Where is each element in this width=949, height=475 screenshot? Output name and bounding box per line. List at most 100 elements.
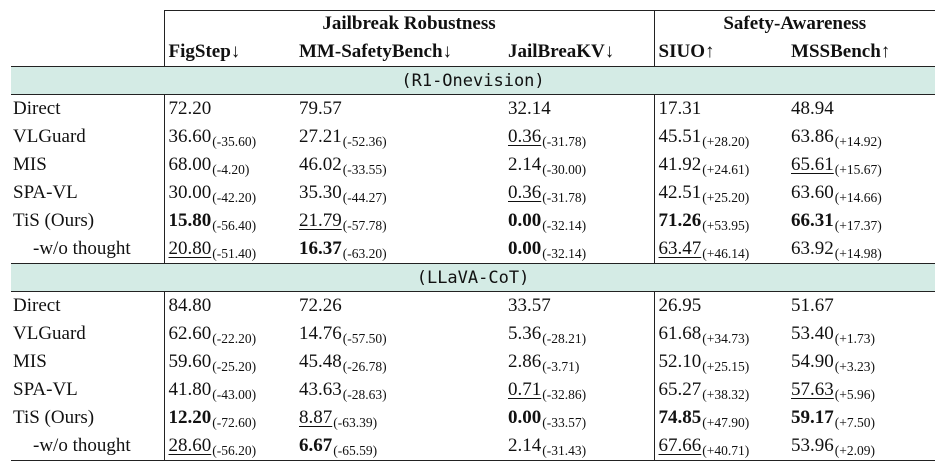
- score-cell: 0.36(-31.78): [504, 123, 655, 151]
- score-delta: (-28.63): [342, 387, 387, 402]
- score-cell: 63.86(+14.92): [787, 123, 935, 151]
- score-value: 63.47: [658, 238, 702, 259]
- score-delta: (-57.50): [342, 331, 387, 346]
- score-cell: 41.80(-43.00): [164, 376, 295, 404]
- score-cell: 45.48(-26.78): [295, 348, 504, 376]
- score-value: 2.86: [508, 351, 542, 372]
- score-cell: 42.51(+25.20): [654, 179, 787, 207]
- score-value: 32.14: [508, 98, 551, 119]
- score-delta: (+15.67): [834, 162, 882, 177]
- score-value: 63.60: [791, 182, 834, 203]
- score-value: 41.80: [168, 379, 212, 400]
- score-value: 45.51: [658, 126, 702, 147]
- score-cell: 41.92(+24.61): [654, 151, 787, 179]
- score-delta: (-30.00): [542, 162, 587, 177]
- score-cell: 71.26(+53.95): [654, 207, 787, 235]
- method-name: -w/o thought: [11, 235, 165, 264]
- group-safety-awareness: Safety-Awareness: [654, 10, 936, 37]
- score-value: 28.60: [168, 435, 212, 456]
- table-row: -w/o thought 20.80(-51.40) 16.37(-63.20) 0.…: [11, 235, 935, 264]
- score-value: 36.60: [168, 126, 212, 147]
- score-delta: (+5.96): [834, 387, 875, 402]
- method-name: TiS (Ours): [11, 207, 165, 235]
- results-table: Jailbreak Robustness Safety-Awareness Fi…: [11, 10, 936, 461]
- score-value: 65.27: [658, 379, 702, 400]
- score-value: 15.80: [168, 210, 212, 231]
- score-delta: (+28.20): [702, 134, 750, 149]
- score-delta: (-43.00): [212, 387, 257, 402]
- score-value: 71.26: [658, 210, 702, 231]
- score-cell: 6.67(-65.59): [295, 432, 504, 461]
- score-value: 54.90: [791, 351, 834, 372]
- score-cell: 84.80: [164, 292, 295, 321]
- score-cell: 0.00(-33.57): [504, 404, 655, 432]
- score-cell: 35.30(-44.27): [295, 179, 504, 207]
- score-value: 33.57: [508, 295, 551, 316]
- method-name: SPA-VL: [11, 179, 165, 207]
- method-name: TiS (Ours): [11, 404, 165, 432]
- method-name: Direct: [11, 291, 165, 320]
- score-value: 35.30: [299, 182, 342, 203]
- score-delta: (+46.14): [702, 246, 750, 261]
- score-value: 59.60: [168, 351, 212, 372]
- score-value: 53.40: [791, 323, 834, 344]
- score-cell: 74.85(+47.90): [654, 404, 787, 432]
- score-value: 59.17: [791, 407, 834, 428]
- score-cell: 36.60(-35.60): [164, 123, 295, 151]
- score-delta: (+40.71): [702, 443, 750, 458]
- score-cell: 51.67: [787, 292, 935, 321]
- score-delta: (+14.98): [834, 246, 882, 261]
- score-value: 61.68: [658, 323, 702, 344]
- score-value: 2.14: [508, 154, 542, 175]
- score-cell: 61.68(+34.73): [654, 320, 787, 348]
- score-value: 26.95: [658, 295, 702, 316]
- score-value: 21.79: [299, 210, 342, 231]
- score-cell: 43.63(-28.63): [295, 376, 504, 404]
- score-delta: (+53.95): [702, 218, 750, 233]
- score-value: 0.00: [508, 238, 542, 259]
- score-value: 42.51: [658, 182, 702, 203]
- table-row: SPA-VL 30.00(-42.20) 35.30(-44.27) 0.36(-31…: [11, 179, 935, 207]
- score-delta: (-35.60): [212, 134, 257, 149]
- score-delta: (+14.66): [834, 190, 882, 205]
- method-name: SPA-VL: [11, 376, 165, 404]
- score-cell: 59.17(+7.50): [787, 404, 935, 432]
- score-delta: (+25.20): [702, 190, 750, 205]
- score-cell: 0.71(-32.86): [504, 376, 655, 404]
- score-delta: (-51.40): [212, 246, 257, 261]
- score-value: 12.20: [168, 407, 212, 428]
- score-cell: 63.92(+14.98): [787, 235, 935, 264]
- score-delta: (+34.73): [702, 331, 750, 346]
- table-row: SPA-VL 41.80(-43.00) 43.63(-28.63) 0.71(-32…: [11, 376, 935, 404]
- score-delta: (+7.50): [834, 415, 875, 430]
- score-cell: 15.80(-56.40): [164, 207, 295, 235]
- score-delta: (-25.20): [212, 359, 257, 374]
- score-delta: (+47.90): [702, 415, 750, 430]
- metric-jailbreakv: JailBreaKV↓: [504, 37, 655, 67]
- score-cell: 65.27(+38.32): [654, 376, 787, 404]
- score-delta: (-32.14): [542, 218, 587, 233]
- score-cell: 0.36(-31.78): [504, 179, 655, 207]
- score-cell: 65.61(+15.67): [787, 151, 935, 179]
- score-cell: 66.31(+17.37): [787, 207, 935, 235]
- score-cell: 12.20(-72.60): [164, 404, 295, 432]
- table-row: TiS (Ours) 12.20(-72.60) 8.87(-63.39) 0.00(…: [11, 404, 935, 432]
- score-delta: (-65.59): [333, 443, 378, 458]
- metric-figstep: FigStep↓: [164, 37, 295, 67]
- score-delta: (-32.86): [542, 387, 587, 402]
- method-name: MIS: [11, 348, 165, 376]
- score-cell: 2.14(-30.00): [504, 151, 655, 179]
- table-row: Direct 84.80 72.26 33.57 26.95 51.67: [11, 291, 935, 321]
- table-body: (R1-Onevision) Direct 72.20 79.57 32.14 17.31…: [11, 66, 936, 461]
- score-delta: (-33.57): [542, 415, 587, 430]
- score-delta: (-26.78): [342, 359, 387, 374]
- score-value: 65.61: [791, 154, 834, 175]
- score-value: 79.57: [299, 98, 342, 119]
- score-cell: 52.10(+25.15): [654, 348, 787, 376]
- section-header-row: (R1-Onevision): [11, 66, 936, 95]
- score-cell: 68.00(-4.20): [164, 151, 295, 179]
- score-cell: 20.80(-51.40): [164, 235, 295, 264]
- section-title: (R1-Onevision): [11, 66, 936, 95]
- score-cell: 53.96(+2.09): [787, 432, 936, 461]
- score-value: 84.80: [168, 295, 212, 316]
